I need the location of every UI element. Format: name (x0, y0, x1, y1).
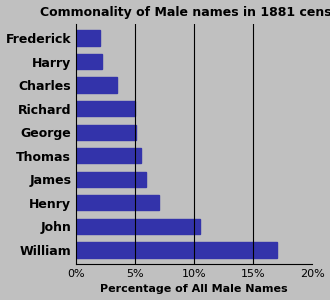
Bar (76, 124, 136, 140)
Bar (76, 77, 117, 93)
Bar (76, 54, 102, 69)
Bar (76, 242, 277, 258)
Bar (76, 30, 100, 46)
Bar (76, 148, 141, 164)
Bar (76, 101, 135, 116)
Title: Commonality of Male names in 1881 census: Commonality of Male names in 1881 census (40, 6, 330, 19)
Bar (76, 195, 159, 211)
Bar (76, 172, 146, 187)
Bar (76, 219, 200, 234)
X-axis label: Percentage of All Male Names: Percentage of All Male Names (100, 284, 288, 294)
